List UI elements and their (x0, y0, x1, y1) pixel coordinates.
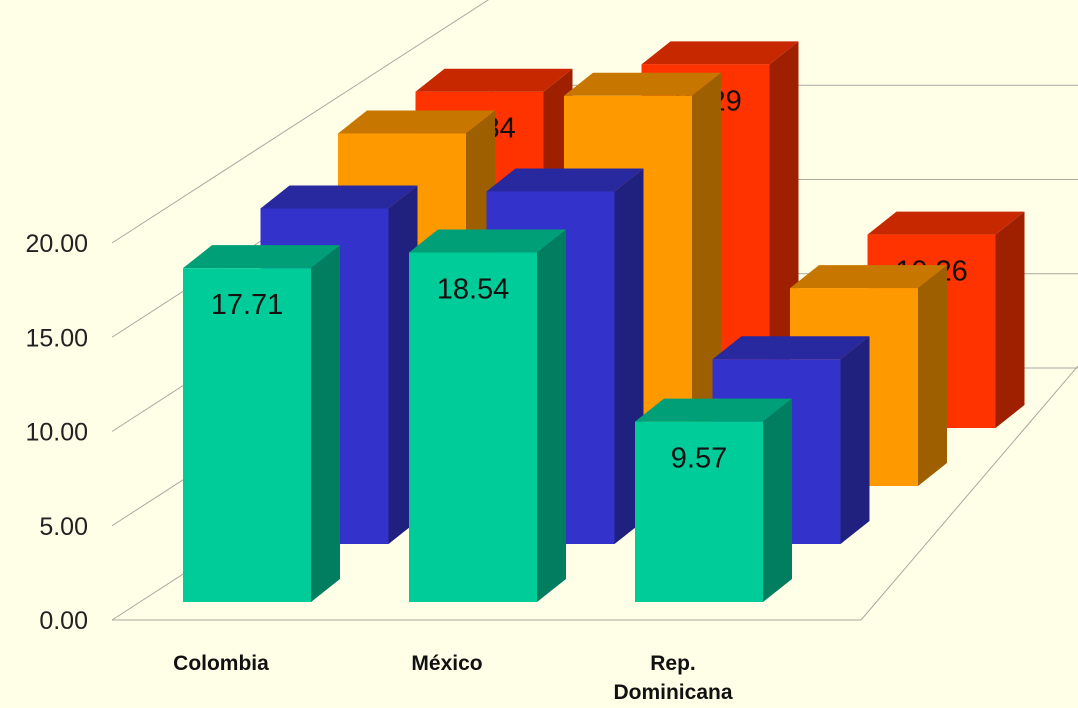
bar-top (183, 245, 340, 269)
data-label: 17.71 (211, 289, 284, 321)
bar-top (641, 41, 799, 65)
bar-top (409, 229, 566, 253)
bar-side (763, 398, 792, 602)
x-axis: Colombia México Rep. Dominicana (173, 652, 733, 704)
bar-side (918, 265, 947, 486)
x-category-label: México (411, 652, 482, 675)
y-tick-label: 15.00 (25, 324, 88, 352)
y-tick-label: 0.00 (39, 607, 88, 635)
data-label: 9.57 (671, 443, 727, 475)
bar-front (409, 252, 537, 602)
y-axis: 0.00 5.00 10.00 15.00 20.00 (25, 230, 88, 635)
y-tick-label: 5.00 (39, 513, 88, 541)
bar: 18.54 (409, 229, 566, 602)
bar-side (311, 245, 340, 602)
x-category-label: Colombia (173, 652, 269, 675)
bar-top (486, 168, 644, 192)
bar-top (867, 211, 1025, 235)
bar-top (790, 265, 947, 289)
x-category-label: Dominicana (613, 681, 732, 703)
bar-front (183, 268, 311, 602)
gridline-wall (111, 0, 489, 244)
bar: 17.71 (183, 245, 340, 602)
bar-top (338, 110, 495, 134)
y-tick-label: 10.00 (25, 419, 88, 447)
bar-top (415, 68, 573, 92)
bar-side (995, 211, 1025, 428)
bar-top (260, 185, 418, 209)
y-tick-label: 20.00 (25, 230, 88, 258)
bar-top (712, 336, 870, 360)
bar-top (635, 398, 792, 422)
floor-edge (860, 365, 1078, 621)
bar-side (840, 336, 870, 544)
bar-front (635, 421, 763, 602)
bar-top (564, 72, 721, 96)
bar: 9.57 (635, 398, 792, 602)
x-category-label: Rep. (650, 652, 696, 675)
bar-side (537, 229, 566, 602)
data-label: 18.54 (437, 274, 510, 306)
